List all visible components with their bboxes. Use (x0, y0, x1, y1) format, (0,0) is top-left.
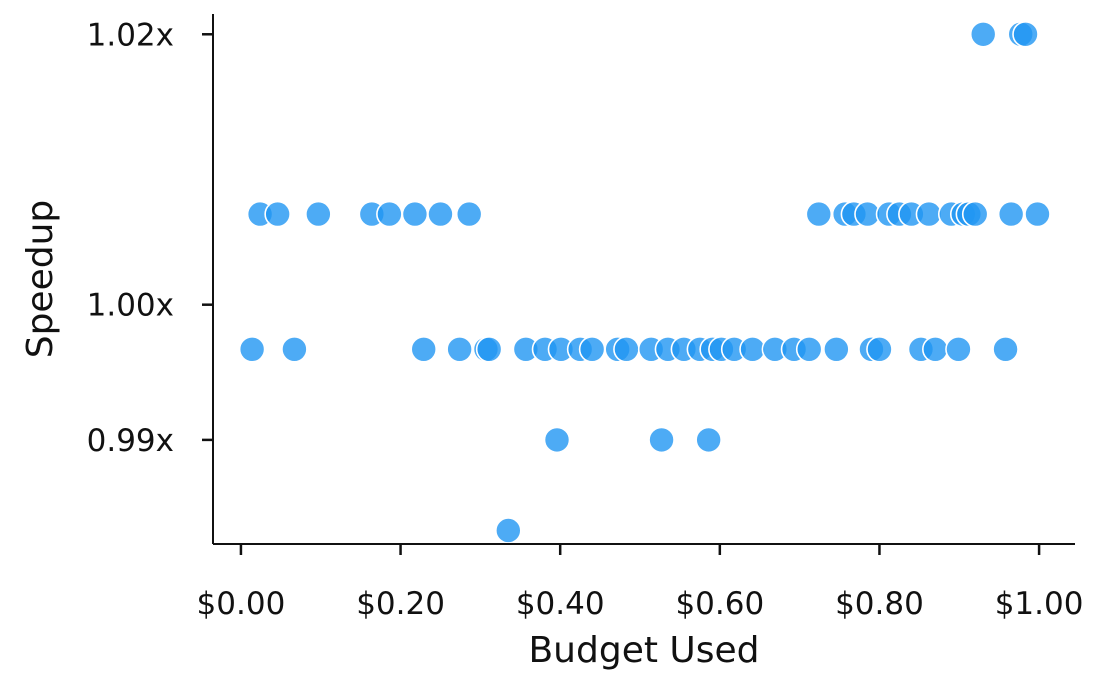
scatter-point (961, 200, 989, 228)
scatter-point (823, 336, 850, 363)
scatter-point (455, 200, 483, 228)
scatter-point (739, 336, 766, 363)
ticks-layer: $0.00 $0.20 $0.40 $0.60 $0.80 $1.00 0.99x 1.00x… (87, 17, 1084, 622)
scatter-point (795, 336, 823, 363)
scatter-point (613, 336, 640, 363)
scatter-point (281, 336, 308, 363)
scatter-point (376, 200, 403, 228)
scatter-point (264, 200, 291, 228)
x-axis-label: Budget Used (528, 630, 759, 671)
scatter-point (997, 200, 1025, 228)
scatter-point (543, 426, 571, 454)
x-tick-label: $0.00 (197, 586, 286, 622)
x-tick-label: $0.80 (835, 586, 924, 622)
scatter-point (578, 336, 606, 363)
x-tick-label: $0.60 (675, 586, 764, 622)
scatter-point (1012, 20, 1039, 48)
points-layer (238, 20, 1051, 544)
scatter-point (866, 336, 893, 363)
scatter-point (410, 336, 438, 363)
scatter-point (695, 426, 722, 454)
scatter-point (992, 336, 1019, 363)
scatter-point (805, 200, 833, 228)
x-tick-label: $0.40 (516, 586, 605, 622)
scatter-point (238, 336, 266, 363)
scatter-point (427, 200, 454, 228)
scatter-point (922, 336, 949, 363)
scatter-point (648, 426, 675, 454)
scatter-point (1024, 200, 1051, 228)
y-axis-label: Speedup (20, 200, 61, 359)
scatter-point (305, 200, 332, 228)
y-tick-label: 1.00x (87, 288, 174, 324)
y-tick-label: 0.99x (87, 423, 174, 459)
scatter-point (915, 200, 943, 228)
scatter-point (969, 20, 997, 48)
x-tick-label: $1.00 (995, 586, 1084, 622)
y-tick-label: 1.02x (87, 17, 174, 53)
x-tick-label: $0.20 (356, 586, 445, 622)
scatter-point (475, 336, 503, 363)
scatter-point (401, 200, 429, 228)
scatter-point (945, 336, 972, 363)
scatter-point (495, 517, 522, 544)
scatter-point (446, 336, 473, 363)
